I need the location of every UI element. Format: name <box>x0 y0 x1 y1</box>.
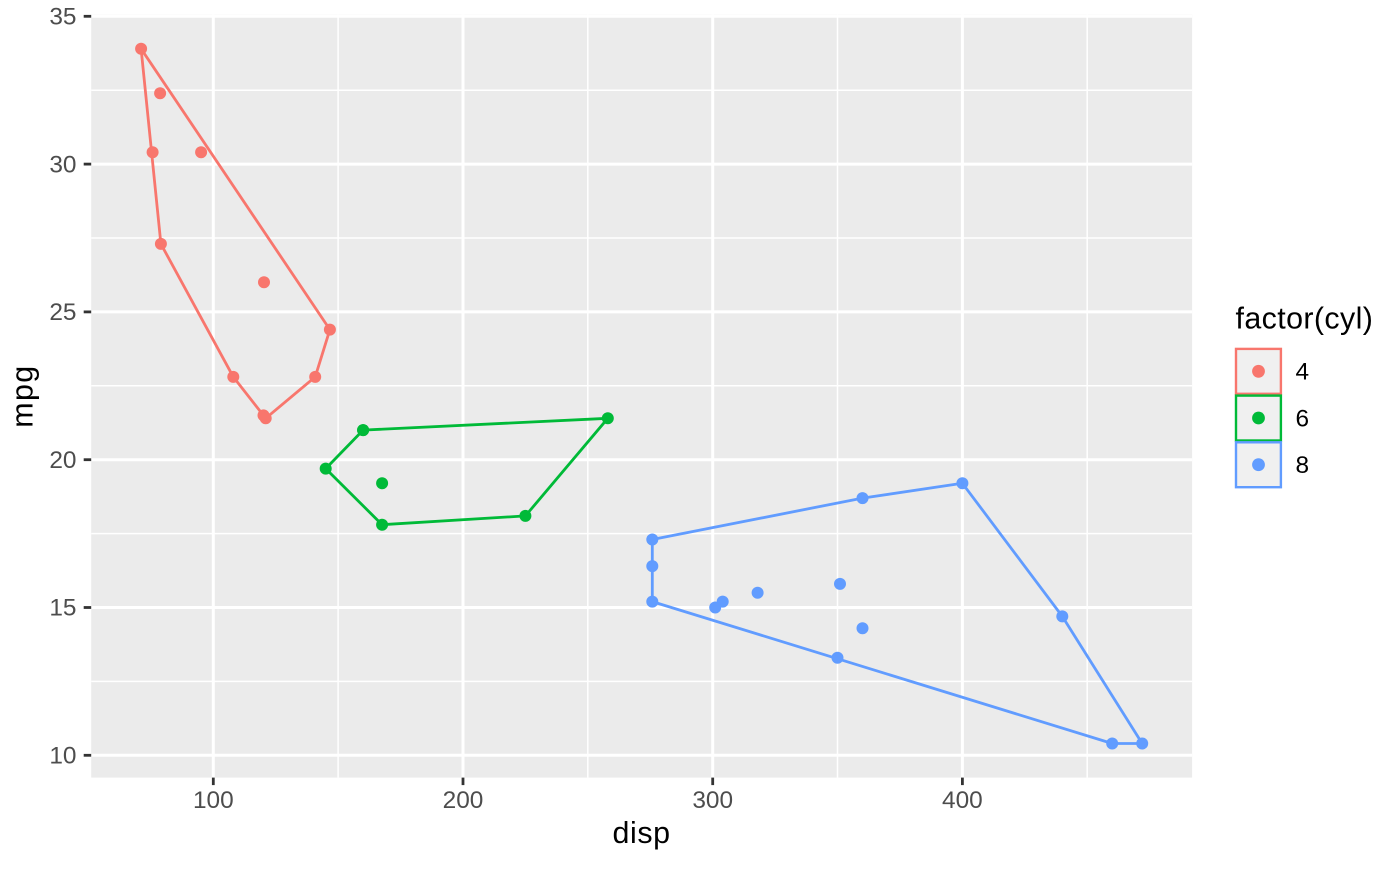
svg-text:4: 4 <box>1296 359 1310 386</box>
svg-text:20: 20 <box>49 447 76 474</box>
svg-text:100: 100 <box>193 787 234 814</box>
svg-text:mpg: mpg <box>5 364 39 427</box>
svg-text:15: 15 <box>49 595 76 622</box>
svg-text:8: 8 <box>1296 452 1310 479</box>
svg-text:35: 35 <box>49 4 76 31</box>
svg-text:300: 300 <box>692 787 733 814</box>
svg-text:factor(cyl): factor(cyl) <box>1236 302 1374 336</box>
svg-text:25: 25 <box>49 299 76 326</box>
svg-text:200: 200 <box>443 787 484 814</box>
svg-text:400: 400 <box>942 787 983 814</box>
svg-text:disp: disp <box>613 816 671 850</box>
svg-text:6: 6 <box>1296 405 1310 432</box>
svg-text:30: 30 <box>49 151 76 178</box>
svg-text:10: 10 <box>49 743 76 770</box>
